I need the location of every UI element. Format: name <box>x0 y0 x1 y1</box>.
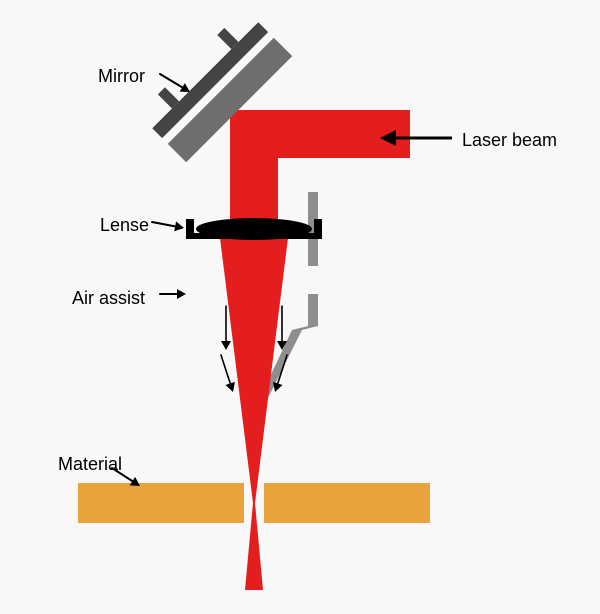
label-material: Material <box>58 454 122 475</box>
label-laserbeam: Laser beam <box>462 130 557 151</box>
label-airassist: Air assist <box>72 288 145 309</box>
label-mirror: Mirror <box>98 66 145 87</box>
diagram-stage: Mirror Laser beam Lense Air assist Mater… <box>0 0 600 614</box>
label-lense: Lense <box>100 215 149 236</box>
